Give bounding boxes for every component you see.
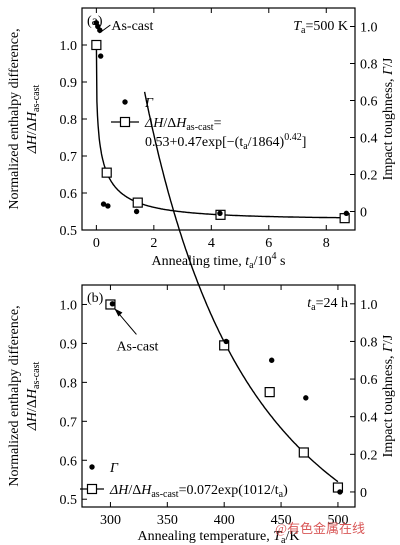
y-right-tick-label: 0.2	[360, 169, 378, 184]
fit-curve	[95, 44, 350, 219]
y-left-tick-label: 0.5	[60, 493, 78, 508]
enthalpy-point	[132, 197, 143, 208]
y-right-tick-label: 0.4	[360, 411, 378, 426]
y-right-tick-label: 0.6	[360, 373, 378, 388]
y-left-tick-label: 0.6	[60, 454, 78, 469]
y-left-tick-label: 1.0	[60, 39, 78, 54]
legend-fit-label: ΔH/ΔHas-cast=0.072exp(1012/ta)	[109, 483, 288, 500]
legend-gamma-marker	[89, 464, 95, 470]
toughness-point	[343, 210, 350, 217]
y-left-axis-title-line2: ΔH/ΔHas-cast	[25, 362, 42, 432]
enthalpy-point	[264, 387, 275, 398]
legend-fit-label-line1: ΔH/ΔHas-cast=	[144, 116, 222, 133]
y-right-tick-label: 0.8	[360, 58, 378, 73]
panel-b: 300 350 400 450 5000.50.60.70.80.91.000.20.4…	[7, 91, 396, 545]
panel-label: (b)	[87, 291, 104, 306]
condition-label: ta=24 h	[307, 296, 348, 313]
legend-enthalpy-marker	[119, 116, 131, 128]
panel-a: 0 2 4 6 8 0.5 0.6 0.7 0.8 0.9 1.0 0 0.2 0.4 0.6 0.8 1.0 A…	[7, 7, 396, 271]
x-tick-label: 6	[265, 236, 272, 251]
toughness-point	[97, 53, 104, 59]
as-cast-label: As-cast	[111, 19, 153, 34]
y-left-tick-label: 0.8	[60, 376, 78, 391]
legend-gamma-label: Γ	[144, 96, 154, 111]
x-axis-title: Annealing time, ta/104 s	[152, 251, 286, 271]
enthalpy-point	[91, 39, 102, 51]
y-right-axis-title: Impact toughness, Γ/J	[381, 57, 396, 180]
y-left-tick-label: 0.7	[60, 415, 78, 430]
toughness-point	[109, 301, 116, 307]
x-tick-label: 0	[93, 236, 100, 251]
toughness-point	[133, 208, 140, 215]
y-left-tick-label: 0.5	[60, 224, 78, 239]
as-cast-label: As-cast	[116, 339, 158, 354]
enthalpy-point	[101, 167, 112, 178]
y-left-tick-label: 0.9	[60, 76, 78, 91]
y-right-tick-label: 0.4	[360, 132, 378, 147]
x-tick-label: 450	[271, 513, 292, 528]
legend-gamma-label: Γ	[109, 461, 119, 476]
x-tick-label: 400	[214, 513, 235, 528]
y-left-axis-title-line1: Normalized enthalpy difference,	[7, 28, 22, 209]
x-tick-label: 4	[208, 236, 215, 251]
y-left-tick-label: 0.9	[60, 337, 78, 352]
legend-enthalpy-marker	[86, 483, 98, 495]
y-left-tick-label: 0.6	[60, 187, 78, 202]
y-left-tick-label: 0.8	[60, 113, 78, 128]
y-left-tick-label: 0.7	[60, 150, 78, 165]
y-right-tick-label: 0	[360, 206, 367, 221]
y-right-tick-label: 0.6	[360, 95, 378, 110]
as-cast-leader	[99, 24, 111, 34]
y-right-tick-label: 1.0	[360, 298, 378, 313]
y-right-tick-label: 0.2	[360, 448, 378, 463]
legend-fit-label-line2: 0.53+0.47exp[−(ta/1864)0.42]	[145, 132, 306, 152]
y-left-axis-title-line2: ΔH/ΔHas-cast	[25, 85, 42, 155]
x-tick-label: 300	[100, 513, 121, 528]
y-left-tick-label: 1.0	[60, 298, 78, 313]
toughness-point	[217, 210, 223, 217]
toughness-point	[268, 357, 275, 363]
x-tick-label: 8	[323, 236, 330, 251]
y-right-axis-title: Impact toughness, Γ/J	[381, 334, 396, 457]
toughness-point	[105, 203, 111, 209]
y-right-tick-label: 0	[360, 486, 367, 501]
fit-curve	[143, 91, 339, 483]
legend-gamma-marker	[122, 99, 128, 105]
x-tick-label: 350	[157, 513, 178, 528]
toughness-point	[100, 201, 107, 207]
condition-label: Ta=500 K	[293, 19, 348, 36]
watermark-text: @有色金属在线	[275, 521, 365, 536]
y-right-tick-label: 0.8	[360, 335, 378, 350]
as-cast-arrowhead	[114, 308, 123, 317]
enthalpy-point	[298, 447, 309, 458]
y-left-axis-title-line1: Normalized enthalpy difference,	[7, 305, 22, 486]
x-axis-title: Annealing temperature, Ta/K	[138, 529, 300, 545]
y-right-tick-label: 1.0	[360, 21, 378, 36]
x-tick-label: 500	[327, 513, 348, 528]
plot-frame	[81, 284, 356, 508]
toughness-point	[337, 489, 343, 495]
x-tick-label: 2	[150, 236, 157, 251]
toughness-point	[223, 338, 229, 345]
toughness-point	[303, 395, 309, 401]
